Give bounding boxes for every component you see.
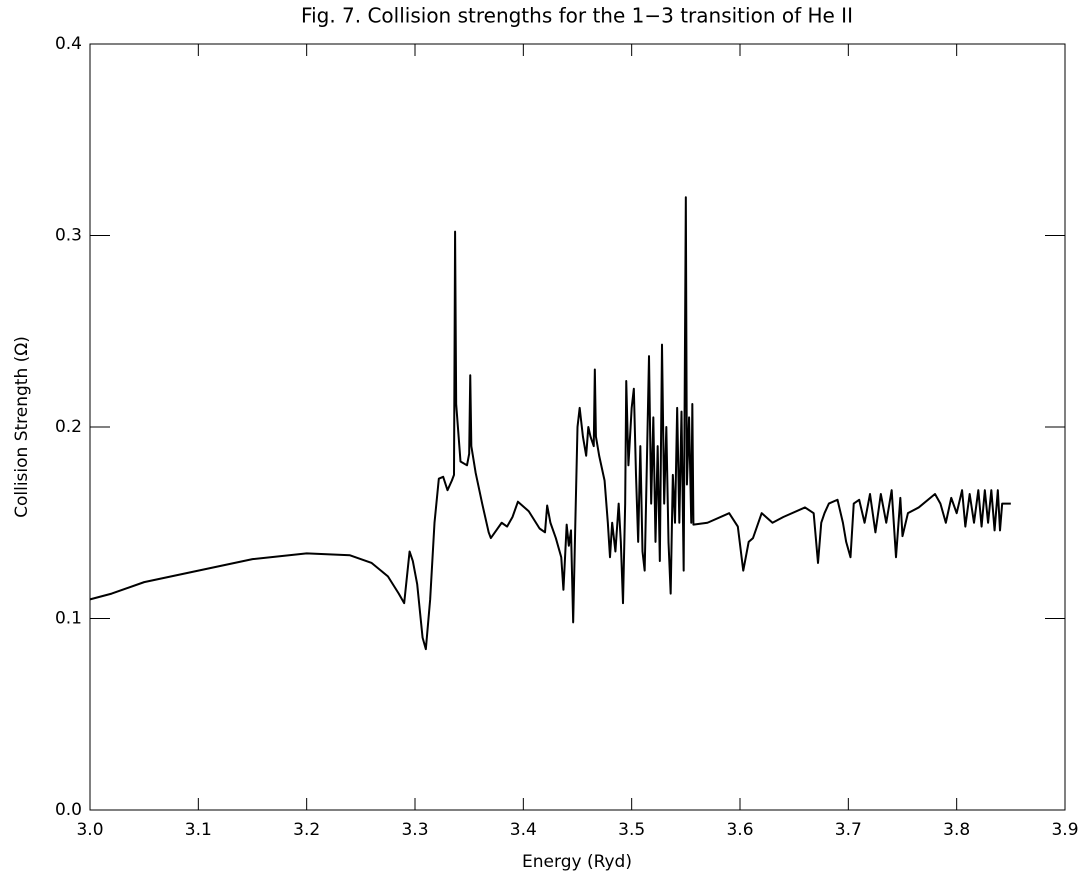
x-tick-label: 3.4 bbox=[510, 820, 537, 840]
x-tick-label: 3.7 bbox=[835, 820, 862, 840]
data-line bbox=[89, 196, 1011, 651]
x-tick-label: 3.8 bbox=[943, 820, 970, 840]
x-axis-label: Energy (Ryd) bbox=[522, 852, 632, 872]
x-tick-label: 3.2 bbox=[293, 820, 320, 840]
y-tick-label: 0.0 bbox=[55, 800, 82, 820]
x-tick-label: 3.1 bbox=[185, 820, 212, 840]
y-tick-label: 0.4 bbox=[55, 34, 82, 54]
chart-title: Fig. 7. Collision strengths for the 1−3 … bbox=[301, 4, 853, 28]
x-tick-label: 3.9 bbox=[1051, 820, 1078, 840]
x-tick-label: 3.3 bbox=[401, 820, 428, 840]
x-tick-label: 3.6 bbox=[726, 820, 753, 840]
x-tick-label: 3.5 bbox=[618, 820, 645, 840]
x-tick-label: 3.0 bbox=[76, 820, 103, 840]
y-tick-label: 0.1 bbox=[55, 609, 82, 629]
y-tick-label: 0.2 bbox=[55, 417, 82, 437]
y-axis-label: Collision Strength (Ω) bbox=[12, 336, 32, 518]
y-tick-label: 0.3 bbox=[55, 226, 82, 246]
